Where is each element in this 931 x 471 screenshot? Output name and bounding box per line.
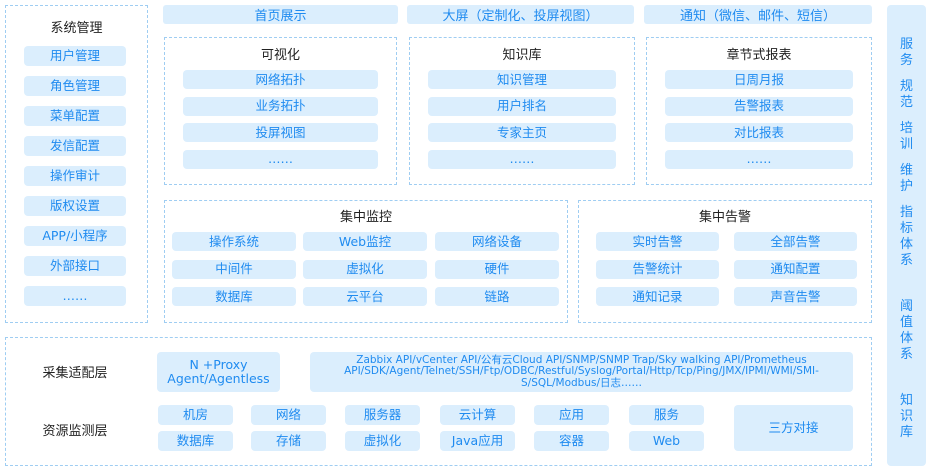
panel-item[interactable]: 日周月报 xyxy=(665,70,853,89)
service-item: 规范 xyxy=(899,79,913,110)
alarm-item[interactable]: 全部告警 xyxy=(734,232,857,251)
service-item: 培训 xyxy=(899,121,913,152)
alarm-title: 集中告警 xyxy=(698,210,751,225)
top-bar-2[interactable]: 通知（微信、邮件、短信） xyxy=(644,5,872,24)
alarm-item[interactable]: 通知配置 xyxy=(734,259,857,279)
alarm-item[interactable]: 声音告警 xyxy=(734,287,857,306)
resource-item[interactable]: 存储 xyxy=(251,431,326,451)
resource-item[interactable]: 虚拟化 xyxy=(345,431,420,451)
system-management-panel xyxy=(5,5,148,323)
panel-item[interactable]: 用户排名 xyxy=(428,96,616,116)
resource-item[interactable]: 服务器 xyxy=(345,405,420,425)
monitor-item[interactable]: 操作系统 xyxy=(172,232,296,251)
service-item: 服务 xyxy=(899,37,913,68)
resource-layer-label: 资源监测层 xyxy=(42,424,108,439)
resource-item[interactable]: 机房 xyxy=(158,405,233,425)
monitor-item[interactable]: 数据库 xyxy=(172,287,296,306)
alarm-item[interactable]: 实时告警 xyxy=(596,232,719,251)
system-item[interactable]: 版权设置 xyxy=(24,196,126,216)
resource-item[interactable]: Web xyxy=(629,431,704,451)
collection-resource-panel xyxy=(5,337,872,466)
resource-item[interactable]: 应用 xyxy=(534,405,609,425)
service-item: 阈值体系 xyxy=(899,299,913,362)
monitor-item[interactable]: 中间件 xyxy=(172,259,296,279)
panel-item[interactable]: 投屏视图 xyxy=(183,123,378,142)
service-column: 服务规范培训维护指标体系阈值体系知识库 xyxy=(887,5,926,466)
monitor-panel xyxy=(164,200,568,323)
panel-item[interactable]: …… xyxy=(183,149,378,169)
panel-0 xyxy=(164,37,397,185)
panel-item[interactable]: …… xyxy=(665,149,853,169)
service-item: 知识库 xyxy=(899,393,913,440)
alarm-item[interactable]: 告警统计 xyxy=(596,259,719,279)
resource-item[interactable]: 数据库 xyxy=(158,431,233,451)
resource-item[interactable]: 服务 xyxy=(629,405,704,425)
panel-item[interactable]: 对比报表 xyxy=(665,123,853,142)
panel-item[interactable]: 网络拓扑 xyxy=(183,70,378,89)
panel-title: 知识库 xyxy=(502,48,542,63)
system-item[interactable]: 外部接口 xyxy=(24,256,126,276)
resource-item[interactable]: Java应用 xyxy=(440,431,515,451)
panel-1 xyxy=(409,37,635,185)
system-item[interactable]: 用户管理 xyxy=(24,46,126,66)
system-item[interactable]: 操作审计 xyxy=(24,166,126,186)
monitor-item[interactable]: 链路 xyxy=(435,287,559,306)
monitor-item[interactable]: Web监控 xyxy=(303,232,427,251)
third-party-box: 三方对接 xyxy=(734,405,853,451)
service-item: 维护 xyxy=(899,163,913,194)
panel-item[interactable]: …… xyxy=(428,149,616,169)
resource-item[interactable]: 云计算 xyxy=(440,405,515,425)
system-item[interactable]: 菜单配置 xyxy=(24,106,126,126)
system-management-title: 系统管理 xyxy=(50,21,103,36)
monitor-title: 集中监控 xyxy=(339,210,392,225)
panel-item[interactable]: 知识管理 xyxy=(428,70,616,89)
top-bar-1[interactable]: 大屏（定制化、投屏视图） xyxy=(407,5,634,24)
system-item[interactable]: …… xyxy=(24,286,126,306)
panel-item[interactable]: 告警报表 xyxy=(665,96,853,116)
system-item[interactable]: 发信配置 xyxy=(24,136,126,156)
panel-item[interactable]: 专家主页 xyxy=(428,123,616,142)
protocols-box: Zabbix API/vCenter API/公有云Cloud API/SNMP… xyxy=(310,352,853,392)
monitor-item[interactable]: 网络设备 xyxy=(435,232,559,251)
resource-item[interactable]: 容器 xyxy=(534,431,609,451)
system-item[interactable]: 角色管理 xyxy=(24,76,126,96)
service-item: 指标体系 xyxy=(899,205,913,268)
resource-item[interactable]: 网络 xyxy=(251,405,326,425)
monitor-item[interactable]: 虚拟化 xyxy=(303,259,427,279)
system-item[interactable]: APP/小程序 xyxy=(24,226,126,246)
panel-2 xyxy=(646,37,872,185)
panel-title: 章节式报表 xyxy=(726,48,792,63)
collect-layer-label: 采集适配层 xyxy=(42,366,108,381)
alarm-panel xyxy=(578,200,872,323)
panel-title: 可视化 xyxy=(260,48,300,63)
top-bar-0[interactable]: 首页展示 xyxy=(163,5,398,24)
proxy-box: N +Proxy Agent/Agentless xyxy=(157,352,280,392)
panel-item[interactable]: 业务拓扑 xyxy=(183,96,378,116)
monitor-item[interactable]: 硬件 xyxy=(435,259,559,279)
alarm-item[interactable]: 通知记录 xyxy=(596,287,719,306)
monitor-item[interactable]: 云平台 xyxy=(303,287,427,306)
